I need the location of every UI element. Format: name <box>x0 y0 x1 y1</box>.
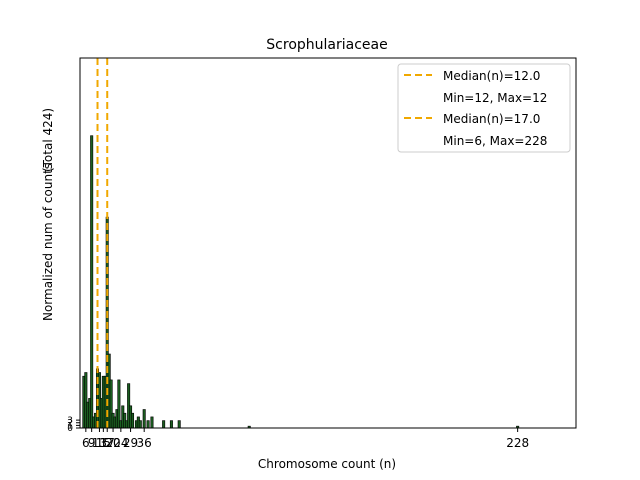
bar-s2-n36 <box>142 409 146 429</box>
y-tick-label-1: 1 <box>67 421 73 431</box>
legend-frame <box>397 63 571 153</box>
x-tick-label-228: 228 <box>506 436 529 450</box>
x-tick-label-36: 36 <box>137 436 152 450</box>
legend-entry-1: Median(n)=12.0 <box>443 69 540 83</box>
x-tick-label-13: 13 <box>92 436 107 450</box>
y-axis-total-label: (Total 424) <box>41 108 55 172</box>
x-tick-label-6: 6 <box>82 436 90 450</box>
x-tick-label-24: 24 <box>113 436 128 450</box>
bars-group <box>82 135 520 429</box>
plot-frame <box>79 57 577 429</box>
x-tick-label-9: 9 <box>88 436 96 450</box>
median-lines-group <box>96 58 109 428</box>
legend-entry-2: Min=12, Max=12 <box>443 91 547 105</box>
y-tick-label-0: 0 <box>67 424 73 434</box>
bar-s2-n34 <box>138 420 142 429</box>
bar-s2-n46 <box>162 420 166 429</box>
bar-s2-n40 <box>150 416 154 429</box>
y-axis-label: Normalized num of counts <box>41 163 55 321</box>
x-tick-label-29: 29 <box>123 436 138 450</box>
y-tick-label-3: 3 <box>67 416 73 426</box>
chart-title: Scrophulariaceae <box>266 37 387 53</box>
bar-s2-n50 <box>169 420 173 429</box>
bar-s2-n54 <box>177 420 181 429</box>
x-tick-label-15: 15 <box>96 436 111 450</box>
legend-entry-4: Min=6, Max=228 <box>443 134 547 148</box>
legend-entry-3: Median(n)=17.0 <box>443 112 540 126</box>
bar-s2-n30 <box>131 412 135 429</box>
y-tick-label-2: 2 <box>67 419 73 429</box>
legend: Median(n)=12.0 Min=12, Max=12 Median(n)=… <box>397 63 571 153</box>
x-tick-label-17: 17 <box>100 436 115 450</box>
bar-s2-n9 <box>90 135 94 429</box>
bar-s2-n38 <box>146 420 150 429</box>
x-axis-label: Chromosome count (n) <box>258 457 396 471</box>
x-tick-label-20: 20 <box>105 436 120 450</box>
